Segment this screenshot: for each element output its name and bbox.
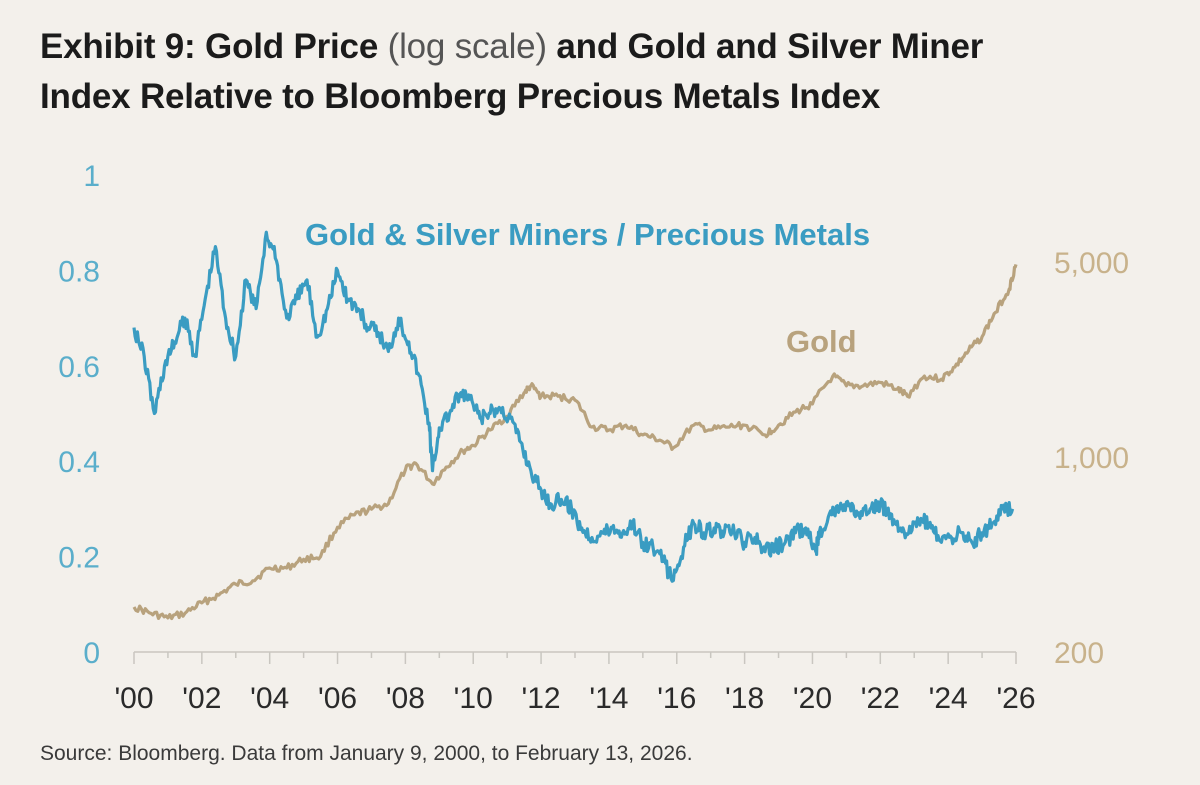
left-axis-tick-label: 0.4 — [58, 446, 100, 479]
left-axis-tick-label: 0.2 — [58, 542, 100, 575]
left-axis-tick-label: 0.6 — [58, 351, 100, 384]
series-line-miners — [132, 230, 1015, 583]
x-axis-tick-label: '12 — [522, 682, 561, 715]
source-note: Source: Bloomberg. Data from January 9, … — [40, 742, 693, 765]
x-axis-tick-label: '00 — [114, 682, 153, 715]
left-axis-tick-label: 1 — [83, 160, 100, 193]
x-axis-tick-label: '26 — [996, 682, 1035, 715]
right-axis-tick-label: 200 — [1054, 637, 1104, 670]
series-line-gold — [132, 263, 1018, 621]
title-line-2: Index Relative to Bloomberg Precious Met… — [40, 77, 881, 116]
title-part-1: Exhibit 9: Gold Price — [40, 27, 388, 66]
x-axis-tick-label: '10 — [454, 682, 493, 715]
right-axis-tick-label: 5,000 — [1054, 247, 1129, 280]
left-axis-tick-label: 0 — [83, 637, 100, 670]
chart-title: Exhibit 9: Gold Price (log scale) and Go… — [40, 22, 1180, 122]
left-axis-tick-label: 0.8 — [58, 255, 100, 288]
x-axis-tick-label: '04 — [250, 682, 289, 715]
x-axis-tick-label: '18 — [725, 682, 764, 715]
x-axis-tick-label: '20 — [793, 682, 832, 715]
series-label-gold: Gold — [786, 324, 857, 359]
x-axis-tick-label: '22 — [861, 682, 900, 715]
x-axis-tick-label: '08 — [386, 682, 425, 715]
x-axis-tick-label: '24 — [929, 682, 968, 715]
right-axis-tick-label: 1,000 — [1054, 442, 1129, 475]
series-label-miners: Gold & Silver Miners / Precious Metals — [305, 217, 870, 252]
title-log-scale-note: (log scale) — [387, 27, 547, 66]
dual-axis-line-chart: 0 0.2 0.4 0.6 0.8 1 200 1,000 5,000 '00 '02 '04 '0… — [58, 160, 1129, 715]
x-axis-tick-label: '02 — [182, 682, 221, 715]
x-axis-tick-label: '06 — [318, 682, 357, 715]
x-axis-tick-label: '14 — [589, 682, 628, 715]
x-axis-tick-label: '16 — [657, 682, 696, 715]
title-part-3: and Gold and Silver Miner — [546, 27, 984, 66]
